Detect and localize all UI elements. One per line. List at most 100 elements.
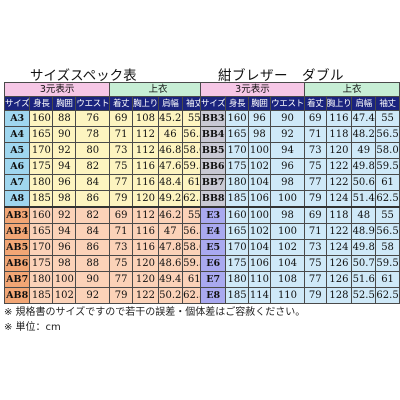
column-header-length: 着丈 — [109, 96, 134, 111]
cell-height: 185 — [225, 190, 249, 208]
cell-sleeve: 59.5 — [375, 255, 400, 272]
footnote-unit: ※ 単位：cm — [4, 322, 61, 333]
cell-chest: 96 — [52, 174, 77, 191]
cell-chest-up: 122 — [132, 287, 159, 304]
table-row: E6 175 106 104 75 126 50.7 59.5 — [199, 255, 400, 272]
size-code: A6 — [3, 158, 31, 175]
cell-chest: 110 — [247, 271, 272, 288]
cell-shoulder: 52.5 — [351, 287, 377, 304]
cell-height: 175 — [225, 255, 249, 272]
cell-height: 170 — [29, 142, 54, 159]
cell-waist: 86 — [75, 239, 111, 256]
size-code: A8 — [3, 190, 31, 208]
cell-length: 79 — [109, 190, 134, 208]
cell-chest-up: 126 — [325, 255, 353, 272]
size-code: A3 — [3, 110, 31, 127]
cell-chest-up: 120 — [132, 271, 159, 288]
cell-height: 165 — [225, 126, 249, 143]
table-row: A4 165 90 78 71 112 46 56.5 — [3, 126, 207, 143]
cell-length: 77 — [109, 271, 134, 288]
table-row: AB6 175 98 88 75 120 48.6 59.5 — [3, 255, 207, 272]
cell-shoulder: 50.7 — [351, 255, 377, 272]
cell-chest-up: 122 — [325, 158, 353, 175]
group-header-3gen: 3元表示 — [3, 82, 111, 97]
cell-waist: 92 — [270, 126, 305, 143]
size-code: AB4 — [3, 223, 31, 240]
cell-length: 71 — [303, 126, 327, 143]
column-header-chest: 胸囲 — [247, 96, 272, 111]
cell-chest: 94 — [52, 223, 77, 240]
cell-height: 180 — [225, 271, 249, 288]
cell-height: 170 — [225, 239, 249, 256]
table-row: A6 175 94 82 75 116 47.6 59.5 — [3, 158, 207, 175]
cell-chest-up: 122 — [325, 223, 353, 240]
column-header-shoulder: 肩幅 — [351, 96, 377, 111]
cell-chest-up: 124 — [325, 239, 353, 256]
size-code: A4 — [3, 126, 31, 143]
table-row: E3 160 100 98 69 118 48 55 — [199, 206, 400, 224]
cell-shoulder: 49 — [351, 142, 377, 159]
cell-waist: 98 — [270, 206, 305, 224]
cell-chest: 100 — [247, 142, 272, 159]
size-spec-table-left: 3元表示 上衣 サイズ 身長 胸囲 ウエスト 着丈 胸上り 肩幅 袖丈 A3 160 88 76 69… — [3, 82, 207, 304]
cell-shoulder: 46.2 — [157, 206, 183, 224]
table-row: A3 160 88 76 69 108 45.2 55 — [3, 110, 207, 127]
column-header-sleeve: 袖丈 — [375, 96, 400, 111]
right-table-title: 紺ブレザー ダブル — [218, 68, 344, 84]
cell-chest: 94 — [52, 158, 77, 175]
cell-length: 79 — [109, 287, 134, 304]
cell-height: 165 — [29, 223, 54, 240]
cell-shoulder: 46.8 — [157, 142, 183, 159]
cell-chest: 90 — [52, 126, 77, 143]
group-header-3gen: 3元表示 — [200, 82, 305, 97]
cell-waist: 90 — [270, 110, 305, 127]
column-header-shoulder: 肩幅 — [157, 96, 183, 111]
left-table-title: サイズスペック表 — [30, 68, 137, 84]
table-row: BB5 170 100 94 73 120 49 58.0 — [199, 142, 400, 159]
cell-chest-up: 112 — [132, 142, 159, 159]
cell-length: 73 — [303, 142, 327, 159]
cell-sleeve: 59.5 — [375, 158, 400, 175]
cell-height: 160 — [225, 110, 249, 127]
table-row: AB8 185 102 92 79 122 50.2 62.5 — [3, 287, 207, 304]
cell-sleeve: 58 — [375, 239, 400, 256]
cell-waist: 88 — [75, 255, 111, 272]
column-header-height: 身長 — [225, 96, 249, 111]
cell-chest: 96 — [52, 239, 77, 256]
cell-height: 175 — [29, 255, 54, 272]
cell-chest-up: 120 — [325, 142, 353, 159]
column-header-waist: ウエスト — [270, 96, 305, 111]
cell-chest-up: 126 — [325, 271, 353, 288]
cell-shoulder: 46 — [157, 126, 183, 143]
cell-length: 69 — [109, 206, 134, 224]
cell-chest: 98 — [52, 255, 77, 272]
cell-height: 170 — [29, 239, 54, 256]
cell-height: 180 — [29, 174, 54, 191]
table-row: E5 170 104 102 73 124 49.8 58 — [199, 239, 400, 256]
cell-length: 75 — [303, 255, 327, 272]
cell-length: 71 — [109, 223, 134, 240]
cell-shoulder: 49.2 — [157, 190, 183, 208]
size-spec-table-right: 3元表示 上衣 サイズ 身長 胸囲 ウエスト 着丈 胸上り 肩幅 袖丈 BB3 160 96 90 6… — [199, 82, 400, 304]
cell-waist: 104 — [270, 255, 305, 272]
column-header-waist: ウエスト — [75, 96, 111, 111]
cell-waist: 94 — [270, 142, 305, 159]
column-header-height: 身長 — [29, 96, 54, 111]
cell-height: 175 — [29, 158, 54, 175]
column-header-size: サイズ — [3, 96, 31, 111]
cell-chest-up: 112 — [132, 126, 159, 143]
cell-shoulder: 49.8 — [351, 158, 377, 175]
cell-sleeve: 56.5 — [375, 223, 400, 240]
cell-sleeve: 61 — [375, 271, 400, 288]
size-code: E8 — [199, 287, 227, 304]
cell-chest-up: 116 — [132, 239, 159, 256]
cell-chest: 114 — [247, 287, 272, 304]
cell-height: 185 — [29, 287, 54, 304]
cell-waist: 110 — [270, 287, 305, 304]
cell-chest-up: 124 — [325, 190, 353, 208]
cell-sleeve: 56.5 — [375, 126, 400, 143]
cell-sleeve: 58.0 — [375, 142, 400, 159]
size-code: BB8 — [199, 190, 227, 208]
cell-chest: 92 — [52, 142, 77, 159]
cell-chest: 102 — [52, 287, 77, 304]
